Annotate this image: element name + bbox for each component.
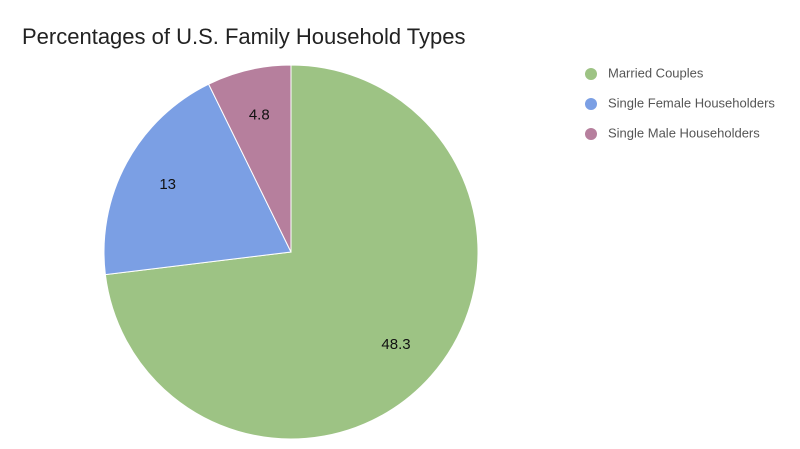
legend-text: Married Couples (608, 65, 704, 80)
value-label: 48.3 (381, 336, 410, 353)
pie-slice (104, 64, 479, 440)
legend-text: Single Male Householders (608, 125, 760, 140)
value-label: 4.8 (249, 106, 270, 123)
legend-swatch (585, 128, 597, 140)
chart-title: Percentages of U.S. Family Household Typ… (22, 24, 465, 49)
pie-slice (207, 64, 292, 253)
value-label: 13 (159, 176, 176, 193)
legend-text: Single Female Householders (608, 95, 775, 110)
legend-swatch (585, 98, 597, 110)
pie-slice (103, 83, 292, 276)
legend-swatch (585, 68, 597, 80)
